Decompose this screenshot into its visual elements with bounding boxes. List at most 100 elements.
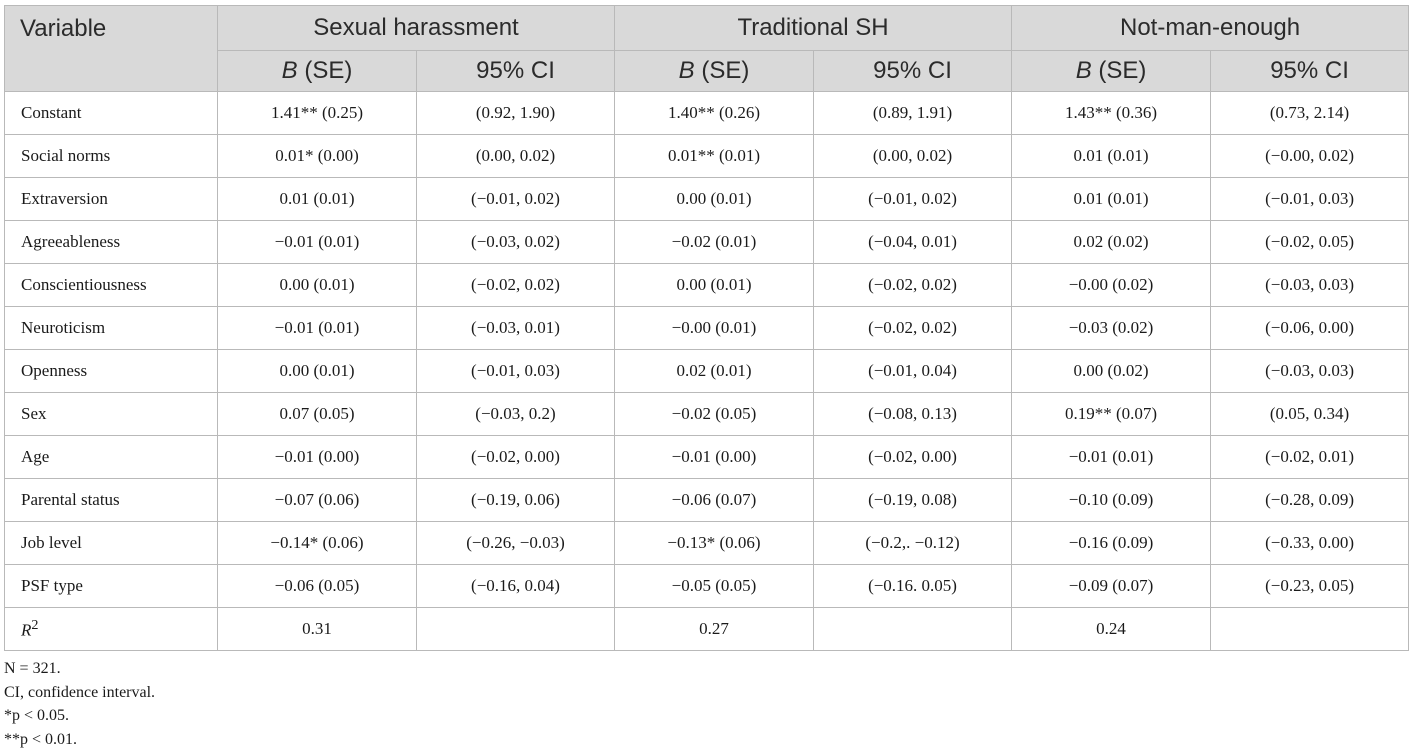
row-label: Neuroticism <box>4 306 218 350</box>
cell-b-se: 0.01 (0.01) <box>1011 177 1212 221</box>
cell-b-se: 0.00 (0.01) <box>217 263 417 307</box>
cell-b-se: 0.01 (0.01) <box>217 177 417 221</box>
cell-ci: (−0.23, 0.05) <box>1210 564 1410 608</box>
cell-b-se: 0.00 (0.02) <box>1011 349 1212 393</box>
cell-b-se: 1.40** (0.26) <box>614 91 815 135</box>
cell-ci: (−0.02, 0.02) <box>415 263 616 307</box>
cell-r2-value: 0.31 <box>217 607 417 651</box>
table-row: Conscientiousness 0.00 (0.01) (−0.02, 0.… <box>4 263 1410 307</box>
row-label: Constant <box>4 91 218 135</box>
subheader-ci: 95% CI <box>813 50 1013 92</box>
row-label: Job level <box>4 521 218 565</box>
cell-b-se: −0.16 (0.09) <box>1011 521 1212 565</box>
footnote-significance-05: *p < 0.05. <box>4 707 70 724</box>
group-header-sexual-harassment: Sexual harassment <box>216 5 616 51</box>
cell-b-se: 0.02 (0.02) <box>1011 220 1212 264</box>
subheader-ci: 95% CI <box>1210 50 1410 92</box>
cell-ci: (−0.16. 0.05) <box>813 564 1013 608</box>
cell-ci: (0.92, 1.90) <box>415 91 616 135</box>
row-label: Parental status <box>4 478 218 522</box>
cell-ci: (−0.28, 0.09) <box>1210 478 1410 522</box>
cell-ci: (−0.03, 0.02) <box>415 220 616 264</box>
table-row: Constant 1.41** (0.25) (0.92, 1.90) 1.40… <box>4 91 1410 135</box>
cell-ci: (−0.2,. −0.12) <box>813 521 1013 565</box>
cell-ci: (0.89, 1.91) <box>813 91 1013 135</box>
regression-table: Variable Sexual harassment Traditional S… <box>4 5 1410 651</box>
b-symbol: B <box>281 57 298 84</box>
cell-b-se: −0.10 (0.09) <box>1011 478 1212 522</box>
subheader-ci: 95% CI <box>415 50 616 92</box>
subheader-b-se: B (SE) <box>217 50 417 92</box>
variable-header: Variable <box>4 5 218 92</box>
row-label: PSF type <box>4 564 218 608</box>
cell-b-se: 1.41** (0.25) <box>217 91 417 135</box>
cell-ci: (−0.06, 0.00) <box>1210 306 1410 350</box>
cell-ci: (−0.33, 0.00) <box>1210 521 1410 565</box>
row-label: Sex <box>4 392 218 436</box>
cell-ci: (−0.01, 0.02) <box>813 177 1013 221</box>
row-label: Agreeableness <box>4 220 218 264</box>
cell-b-se: −0.09 (0.07) <box>1011 564 1212 608</box>
se-label: (SE) <box>1091 57 1147 84</box>
r-exponent: 2 <box>31 617 39 634</box>
cell-b-se: −0.06 (0.05) <box>217 564 417 608</box>
header-row-subheads: B (SE) 95% CI B (SE) 95% CI B (SE) 95% C… <box>5 50 1410 92</box>
cell-b-se: −0.02 (0.01) <box>614 220 815 264</box>
cell-b-se: 0.00 (0.01) <box>614 177 815 221</box>
cell-ci: (−0.02, 0.00) <box>415 435 616 479</box>
cell-b-se: −0.00 (0.01) <box>614 306 815 350</box>
b-symbol: B <box>1075 57 1092 84</box>
cell-b-se: −0.05 (0.05) <box>614 564 815 608</box>
se-label: (SE) <box>297 57 353 84</box>
table-row: Agreeableness −0.01 (0.01) (−0.03, 0.02)… <box>4 220 1410 264</box>
cell-ci: (−0.01, 0.02) <box>415 177 616 221</box>
table-row: Job level −0.14* (0.06) (−0.26, −0.03) −… <box>4 521 1410 565</box>
cell-b-se: −0.01 (0.01) <box>217 306 417 350</box>
cell-ci: (−0.26, −0.03) <box>415 521 616 565</box>
cell-b-se: 0.01 (0.01) <box>1011 134 1212 178</box>
cell-b-se: −0.14* (0.06) <box>217 521 417 565</box>
group-header-not-man-enough: Not-man-enough <box>1011 5 1410 51</box>
cell-ci: (−0.02, 0.00) <box>813 435 1013 479</box>
cell-ci: (−0.08, 0.13) <box>813 392 1013 436</box>
cell-b-se: 0.01** (0.01) <box>614 134 815 178</box>
cell-b-se: −0.01 (0.01) <box>1011 435 1212 479</box>
subheader-b-se: B (SE) <box>1011 50 1212 92</box>
se-label: (SE) <box>694 57 750 84</box>
cell-empty <box>415 607 616 651</box>
cell-ci: (−0.02, 0.02) <box>813 306 1013 350</box>
cell-b-se: −0.01 (0.00) <box>614 435 815 479</box>
cell-b-se: −0.03 (0.02) <box>1011 306 1212 350</box>
cell-b-se: −0.07 (0.06) <box>217 478 417 522</box>
cell-ci: (−0.19, 0.08) <box>813 478 1013 522</box>
cell-b-se: 0.19** (0.07) <box>1011 392 1212 436</box>
header-row-groups: Variable Sexual harassment Traditional S… <box>4 5 1410 92</box>
table-row: Extraversion 0.01 (0.01) (−0.01, 0.02) 0… <box>4 177 1410 221</box>
subheader-b-se: B (SE) <box>614 50 815 92</box>
cell-b-se: −0.00 (0.02) <box>1011 263 1212 307</box>
cell-ci: (−0.02, 0.02) <box>813 263 1013 307</box>
table-footnotes: N = 321. CI, confidence interval. *p < 0… <box>4 657 155 751</box>
cell-ci: (−0.16, 0.04) <box>415 564 616 608</box>
table-row: Neuroticism −0.01 (0.01) (−0.03, 0.01) −… <box>4 306 1410 350</box>
cell-r2-value: 0.27 <box>614 607 815 651</box>
cell-b-se: −0.02 (0.05) <box>614 392 815 436</box>
cell-ci: (−0.00, 0.02) <box>1210 134 1410 178</box>
cell-b-se: −0.06 (0.07) <box>614 478 815 522</box>
cell-empty <box>1210 607 1410 651</box>
cell-ci: (0.00, 0.02) <box>415 134 616 178</box>
cell-b-se: 0.01* (0.00) <box>217 134 417 178</box>
footnote-significance-01: **p < 0.01. <box>4 730 78 748</box>
cell-b-se: 0.07 (0.05) <box>217 392 417 436</box>
row-label: Openness <box>4 349 218 393</box>
cell-b-se: −0.01 (0.00) <box>217 435 417 479</box>
cell-ci: (−0.04, 0.01) <box>813 220 1013 264</box>
cell-ci: (−0.19, 0.06) <box>415 478 616 522</box>
cell-b-se: 0.02 (0.01) <box>614 349 815 393</box>
cell-ci: (−0.03, 0.2) <box>415 392 616 436</box>
table-row: Parental status −0.07 (0.06) (−0.19, 0.0… <box>4 478 1410 522</box>
group-header-traditional-sh: Traditional SH <box>614 5 1013 51</box>
cell-ci: (−0.01, 0.03) <box>415 349 616 393</box>
cell-b-se: −0.13* (0.06) <box>614 521 815 565</box>
table-row: Social norms 0.01* (0.00) (0.00, 0.02) 0… <box>4 134 1410 178</box>
